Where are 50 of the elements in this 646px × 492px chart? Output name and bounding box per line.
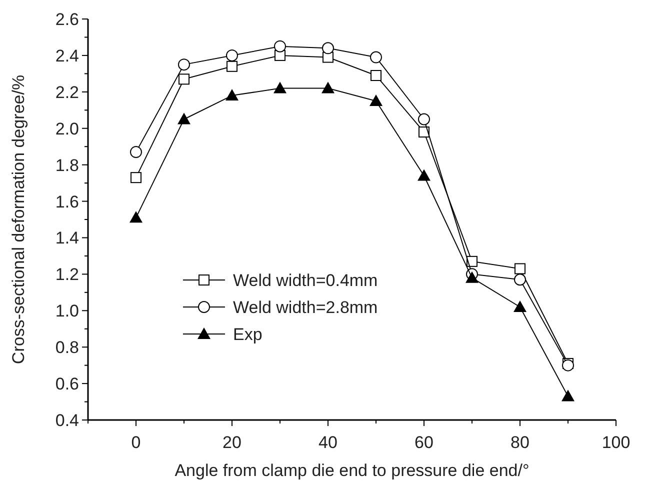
point [322,52,334,63]
point [562,359,574,372]
point [226,89,238,101]
point [226,49,238,62]
point [178,58,190,71]
point [466,256,478,267]
point [562,390,574,402]
y-tick-label: 2.6 [55,10,79,29]
point [274,40,286,52]
point [178,74,190,85]
point [418,169,430,181]
y-tick-label: 2.2 [55,82,79,102]
point [514,263,526,274]
x-tick-label: 20 [222,433,242,452]
y-tick-label: 1.4 [55,228,79,248]
y-tick-label: 1.6 [55,192,79,212]
y-tick-label: 1.2 [55,265,79,284]
point [370,51,382,64]
legend-label: Exp [233,325,262,344]
point [130,211,142,223]
point [130,146,142,158]
point [130,172,142,184]
x-tick-label: 40 [318,433,338,452]
point [370,94,382,106]
point [274,82,286,94]
legend-label: Weld width=2.8mm [233,298,378,317]
x-axis-title: Angle from clamp die end to pressure die end/° [174,461,530,480]
y-tick-label: 2.4 [55,46,79,66]
point [514,300,526,312]
legend-label: Weld width=0.4mm [233,271,378,290]
x-tick-label: 100 [602,433,630,452]
point [226,60,238,72]
point [178,112,190,124]
y-tick-label: 0.4 [55,411,79,430]
point [322,82,334,94]
x-tick-label: 0 [131,433,141,452]
x-tick-label: 80 [510,433,530,452]
point [370,70,382,82]
y-tick-label: 1.8 [55,156,79,175]
y-tick-label: 0.6 [55,374,79,394]
point [514,274,526,286]
point [322,42,334,54]
y-tick-label: 0.8 [55,338,79,358]
y-tick-label: 2.0 [55,119,79,138]
x-tick-label: 60 [414,433,434,452]
y-axis-title: Cross-sectional deformation degree/% [9,74,28,364]
point [466,271,478,283]
point [418,126,430,138]
point [418,113,430,126]
y-tick-label: 1.0 [55,302,79,321]
